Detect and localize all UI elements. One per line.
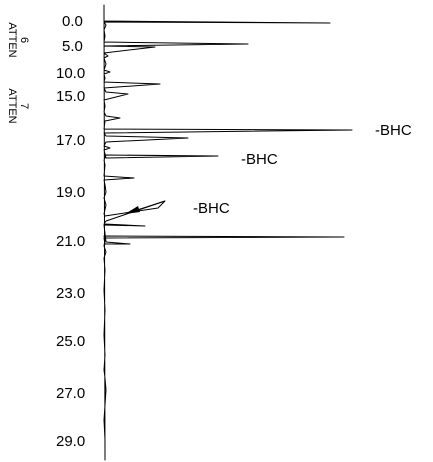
peak-label-2: -BHC [241,151,278,168]
atten-annotation-7: ATTEN 7 [6,88,30,123]
peak-label-3: -BHC [193,200,230,217]
tick-label-0: 0.0 [62,13,83,30]
tick-label-9: 27.0 [56,385,85,402]
tick-label-5: 19.0 [56,184,85,201]
peak-label-1: -BHC [375,122,412,139]
atten-label-1: ATTEN [6,22,18,57]
tick-label-4: 17.0 [56,132,85,149]
atten-label-2: ATTEN [6,88,18,123]
chromatogram-trace [103,4,353,461]
tick-label-6: 21.0 [56,233,85,250]
tick-label-1: 5.0 [62,38,83,55]
tick-label-10: 29.0 [56,433,85,450]
tick-label-7: 23.0 [56,285,85,302]
tick-label-2: 10.0 [56,65,85,82]
atten-annotation-6: ATTEN 6 [6,22,30,57]
tick-label-8: 25.0 [56,333,85,350]
atten-value-2: 7 [18,103,30,109]
peak-arrow-head [125,206,140,214]
atten-value-1: 6 [18,37,30,43]
tick-label-3: 15.0 [56,88,85,105]
